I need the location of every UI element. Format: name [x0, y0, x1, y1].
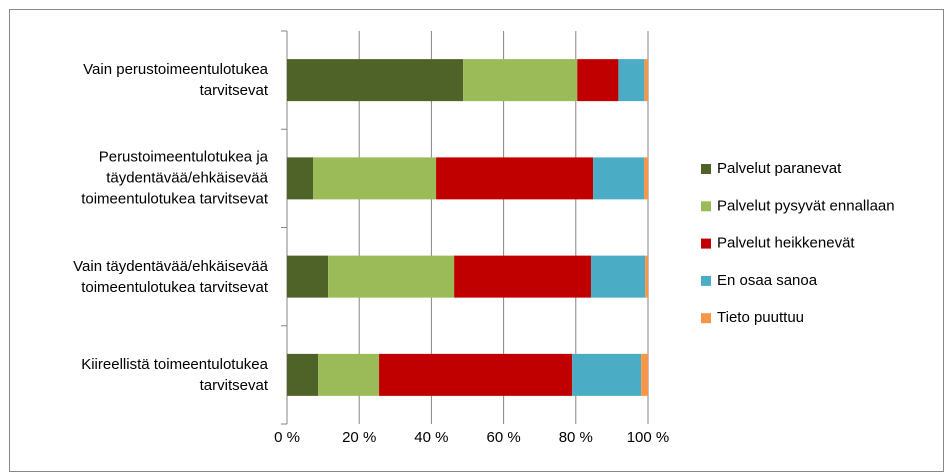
bar-segment	[287, 59, 464, 102]
bar-segment	[577, 59, 619, 102]
bar-segment	[318, 353, 380, 396]
y-tick-label: Vain perustoimeentulotukea tarvitsevat	[83, 61, 268, 100]
bar-segment	[618, 59, 645, 102]
bar-segment	[436, 157, 594, 200]
x-tick-label: 60 %	[486, 429, 520, 446]
legend-label: Tieto puuttuu	[717, 309, 804, 326]
bar-segment	[379, 353, 573, 396]
bar-segment	[644, 59, 648, 102]
x-tick-label: 40 %	[414, 429, 448, 446]
legend-swatch	[701, 201, 711, 212]
bar-segment	[572, 353, 642, 396]
bar-segment	[312, 157, 437, 200]
y-tick-label: Vain täydentävää/ehkäisevää toimeentulot…	[73, 257, 268, 296]
x-tick-label: 20 %	[342, 429, 376, 446]
x-tick-label: 80 %	[559, 429, 593, 446]
x-tick-label: 0 %	[274, 429, 300, 446]
bar-segment	[590, 255, 646, 298]
legend-label: Palvelut paranevat	[717, 160, 842, 177]
bar-segment	[287, 353, 319, 396]
legend-label: Palvelut heikkenevät	[717, 235, 855, 252]
bar-segment	[641, 353, 648, 396]
bar-segment	[328, 255, 455, 298]
legend-swatch	[701, 164, 711, 174]
legend-label: En osaa sanoa	[717, 272, 818, 289]
legend-swatch	[701, 275, 711, 286]
bar-segment	[463, 59, 578, 102]
bar-segment	[454, 255, 591, 298]
bar-segment	[287, 255, 329, 298]
y-tick-label: Kiireellistä toimeentulotukea tarvitseva…	[81, 355, 268, 394]
bar-segment	[287, 157, 313, 200]
bar-segment	[644, 157, 648, 200]
bar-segment	[593, 157, 645, 200]
legend-label: Palvelut pysyvät ennallaan	[717, 197, 895, 214]
legend-swatch	[701, 313, 711, 324]
legend-swatch	[701, 238, 711, 249]
bar-segment	[645, 255, 648, 298]
x-tick-label: 100 %	[627, 429, 670, 446]
y-tick-label: Perustoimeentulotukea ja täydentävää/ehk…	[81, 148, 268, 208]
